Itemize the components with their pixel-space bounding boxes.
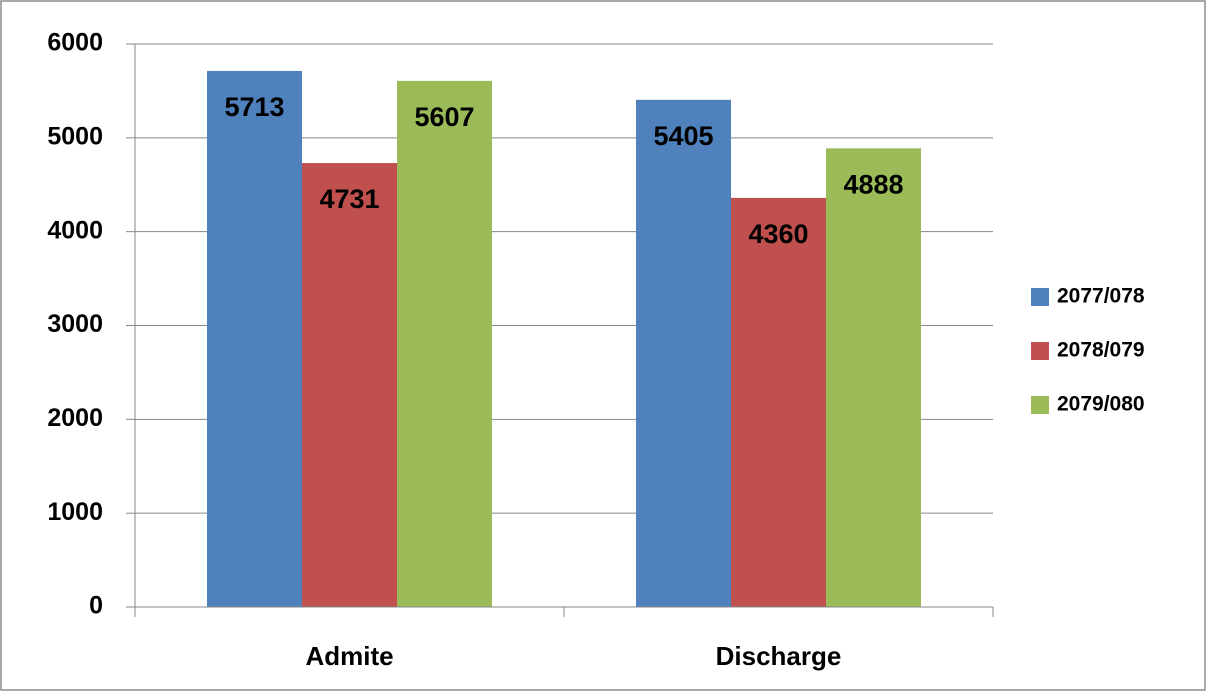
data-label: 4888 bbox=[843, 169, 903, 199]
legend-swatch bbox=[1031, 342, 1049, 360]
data-label: 4360 bbox=[748, 219, 808, 249]
x-tick-label: Admite bbox=[305, 641, 393, 671]
data-label: 5713 bbox=[224, 92, 284, 122]
y-tick-label: 6000 bbox=[47, 29, 103, 57]
data-label: 5405 bbox=[653, 121, 713, 151]
legend-label: 2079/080 bbox=[1057, 393, 1145, 416]
y-tick-label: 4000 bbox=[47, 216, 103, 244]
legend-swatch bbox=[1031, 288, 1049, 306]
legend-swatch bbox=[1031, 396, 1049, 414]
bar bbox=[302, 163, 397, 607]
legend-label: 2078/079 bbox=[1057, 339, 1145, 362]
y-tick-label: 3000 bbox=[47, 310, 103, 338]
legend-label: 2077/078 bbox=[1057, 285, 1145, 308]
data-label: 5607 bbox=[414, 102, 474, 132]
bar bbox=[826, 148, 921, 608]
bar bbox=[397, 80, 492, 607]
x-tick-label: Discharge bbox=[716, 641, 842, 671]
data-label: 4731 bbox=[319, 184, 379, 214]
bar bbox=[731, 197, 826, 608]
y-tick-label: 5000 bbox=[47, 122, 103, 150]
y-tick-label: 2000 bbox=[47, 404, 103, 432]
y-tick-label: 1000 bbox=[47, 498, 103, 526]
y-tick-label: 0 bbox=[89, 592, 103, 620]
bar bbox=[636, 99, 731, 607]
bar bbox=[207, 70, 302, 607]
